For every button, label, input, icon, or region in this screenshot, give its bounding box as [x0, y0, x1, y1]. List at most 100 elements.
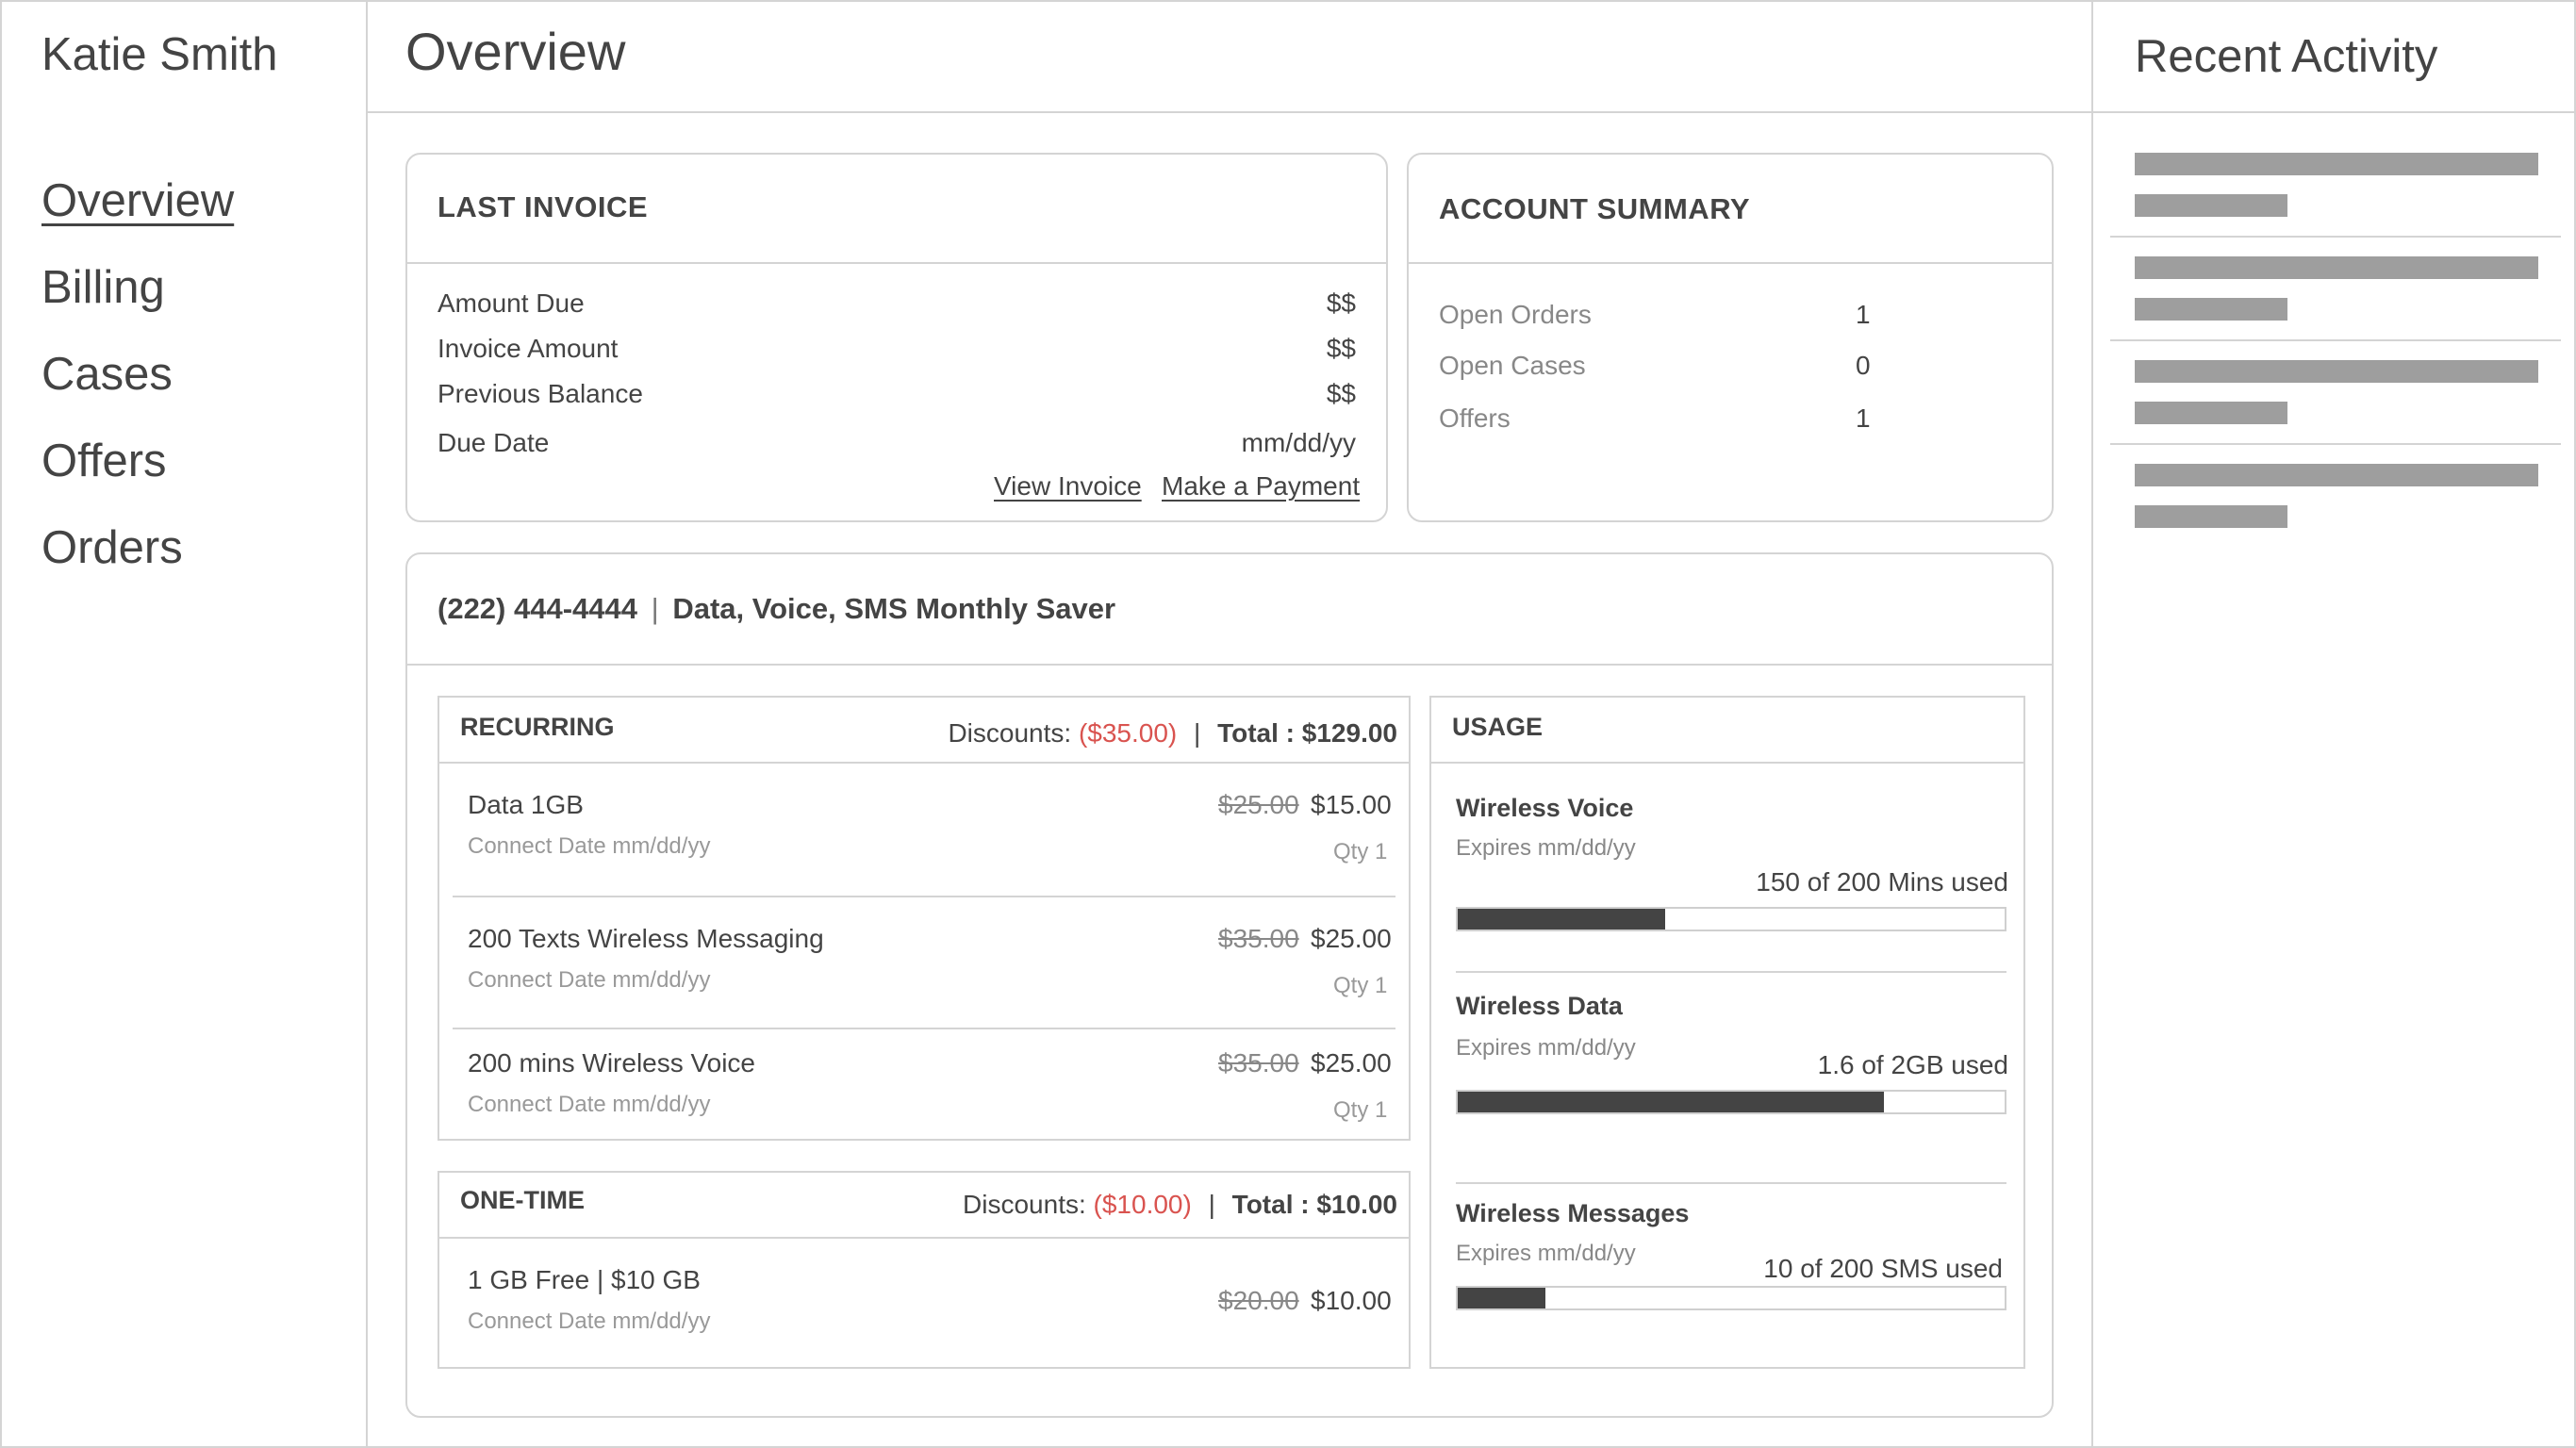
- card-title: LAST INVOICE: [438, 190, 649, 223]
- item-name: 1 GB Free | $10 GB: [468, 1265, 701, 1294]
- usage-expiry: Expires mm/dd/yy: [1456, 835, 1636, 861]
- original-price: $35.00: [1218, 1048, 1299, 1078]
- nav-item-billing[interactable]: Billing: [41, 262, 165, 313]
- divider: [2093, 111, 2576, 113]
- open-orders-value: 1: [1856, 300, 1871, 329]
- usage-title: USAGE: [1452, 713, 1544, 741]
- nav-item-cases[interactable]: Cases: [41, 349, 173, 400]
- divider: [1456, 1182, 2006, 1184]
- recent-activity-title: Recent Activity: [2135, 31, 2438, 82]
- separator: |: [651, 592, 659, 625]
- divider: [453, 896, 1395, 897]
- view-invoice-link[interactable]: View Invoice: [994, 471, 1142, 501]
- usage-amount: 1.6 of 2GB used: [1817, 1050, 2008, 1079]
- nav-item-overview[interactable]: Overview: [41, 175, 235, 226]
- recurring-total: Total : $129.00: [1217, 718, 1397, 748]
- nav-item-offers[interactable]: Offers: [41, 436, 167, 486]
- usage-name: Wireless Messages: [1456, 1199, 1690, 1227]
- item-name: Data 1GB: [468, 790, 584, 819]
- messages-usage-bar: [1456, 1286, 2006, 1310]
- open-cases-label: Open Cases: [1439, 351, 1586, 380]
- divider: [2110, 443, 2561, 445]
- usage-name: Wireless Voice: [1456, 794, 1634, 822]
- plan-card: (222) 444-4444 | Data, Voice, SMS Monthl…: [405, 552, 2054, 1418]
- recurring-box: RECURRING Discounts: ($35.00) | Total : …: [438, 696, 1411, 1141]
- connect-date: Connect Date mm/dd/yy: [468, 1092, 711, 1117]
- quantity: Qty 1: [1333, 973, 1388, 998]
- placeholder-line: [2135, 153, 2538, 175]
- divider: [407, 262, 1386, 264]
- usage-expiry: Expires mm/dd/yy: [1456, 1035, 1636, 1061]
- data-usage-bar: [1456, 1090, 2006, 1114]
- item-name: 200 mins Wireless Voice: [468, 1048, 756, 1078]
- one-time-total: Total : $10.00: [1231, 1190, 1397, 1219]
- divider: [439, 1237, 1409, 1239]
- last-invoice-card: LAST INVOICE Amount Due $$ Invoice Amoun…: [405, 153, 1388, 522]
- recurring-discounts: Discounts: ($35.00) | Total : $129.00: [948, 718, 1397, 749]
- progress-fill: [1458, 1288, 1545, 1308]
- divider: [407, 664, 2052, 666]
- due-date-label: Due Date: [438, 428, 550, 457]
- discounts-value: ($10.00): [1093, 1190, 1192, 1219]
- discounted-price: $25.00: [1311, 924, 1392, 953]
- divider: [1456, 971, 2006, 973]
- divider: [1431, 762, 2023, 764]
- divider: [1409, 262, 2052, 264]
- placeholder-line: [2135, 298, 2287, 321]
- discounts-value: ($35.00): [1078, 718, 1178, 748]
- sidebar-nav: Overview Billing Cases Offers Orders: [41, 168, 234, 601]
- one-time-discounts: Discounts: ($10.00) | Total : $10.00: [963, 1190, 1397, 1220]
- invoice-amount-value: $$: [1326, 334, 1356, 363]
- page-title: Overview: [405, 22, 626, 81]
- placeholder-line: [2135, 402, 2287, 424]
- previous-balance-value: $$: [1326, 379, 1356, 408]
- divider: [2110, 339, 2561, 341]
- item-name: 200 Texts Wireless Messaging: [468, 924, 824, 953]
- progress-fill: [1458, 1092, 1885, 1112]
- discounts-label: Discounts:: [963, 1190, 1086, 1219]
- phone-number: (222) 444-4444: [438, 592, 637, 625]
- placeholder-line: [2135, 360, 2538, 383]
- recurring-title: RECURRING: [460, 713, 615, 741]
- voice-usage-bar: [1456, 907, 2006, 931]
- one-time-box: ONE-TIME Discounts: ($10.00) | Total : $…: [438, 1171, 1411, 1369]
- divider: [2110, 236, 2561, 238]
- connect-date: Connect Date mm/dd/yy: [468, 967, 711, 993]
- separator: |: [1208, 1190, 1215, 1219]
- due-date-value: mm/dd/yy: [1241, 428, 1356, 457]
- placeholder-line: [2135, 464, 2538, 486]
- connect-date: Connect Date mm/dd/yy: [468, 833, 711, 859]
- amount-due-value: $$: [1326, 288, 1356, 318]
- quantity: Qty 1: [1333, 839, 1388, 864]
- account-summary-card: ACCOUNT SUMMARY Open Orders 1 Open Cases…: [1407, 153, 2054, 522]
- discounts-label: Discounts:: [948, 718, 1072, 748]
- nav-item-orders[interactable]: Orders: [41, 522, 183, 573]
- usage-name: Wireless Data: [1456, 992, 1623, 1020]
- original-price: $25.00: [1218, 790, 1299, 819]
- discounted-price: $15.00: [1311, 790, 1392, 819]
- original-price: $35.00: [1218, 924, 1299, 953]
- quantity: Qty 1: [1333, 1097, 1388, 1123]
- previous-balance-label: Previous Balance: [438, 379, 643, 408]
- placeholder-line: [2135, 505, 2287, 528]
- usage-box: USAGE Wireless Voice Expires mm/dd/yy 15…: [1429, 696, 2025, 1369]
- user-name: Katie Smith: [41, 29, 278, 80]
- connect-date: Connect Date mm/dd/yy: [468, 1308, 711, 1334]
- original-price: $20.00: [1218, 1286, 1299, 1315]
- invoice-amount-label: Invoice Amount: [438, 334, 619, 363]
- discounted-price: $25.00: [1311, 1048, 1392, 1078]
- progress-fill: [1458, 909, 1666, 930]
- usage-amount: 150 of 200 Mins used: [1756, 867, 2008, 897]
- page-header: Overview: [368, 0, 2091, 113]
- usage-expiry: Expires mm/dd/yy: [1456, 1241, 1636, 1266]
- usage-amount: 10 of 200 SMS used: [1763, 1254, 2003, 1283]
- recent-activity-panel: Recent Activity: [2091, 0, 2576, 1448]
- plan-header: (222) 444-4444 | Data, Voice, SMS Monthl…: [438, 592, 1115, 626]
- make-payment-link[interactable]: Make a Payment: [1162, 471, 1361, 501]
- placeholder-line: [2135, 194, 2287, 217]
- offers-value: 1: [1856, 403, 1871, 433]
- placeholder-line: [2135, 256, 2538, 279]
- offers-label: Offers: [1439, 403, 1511, 433]
- divider: [453, 1028, 1395, 1029]
